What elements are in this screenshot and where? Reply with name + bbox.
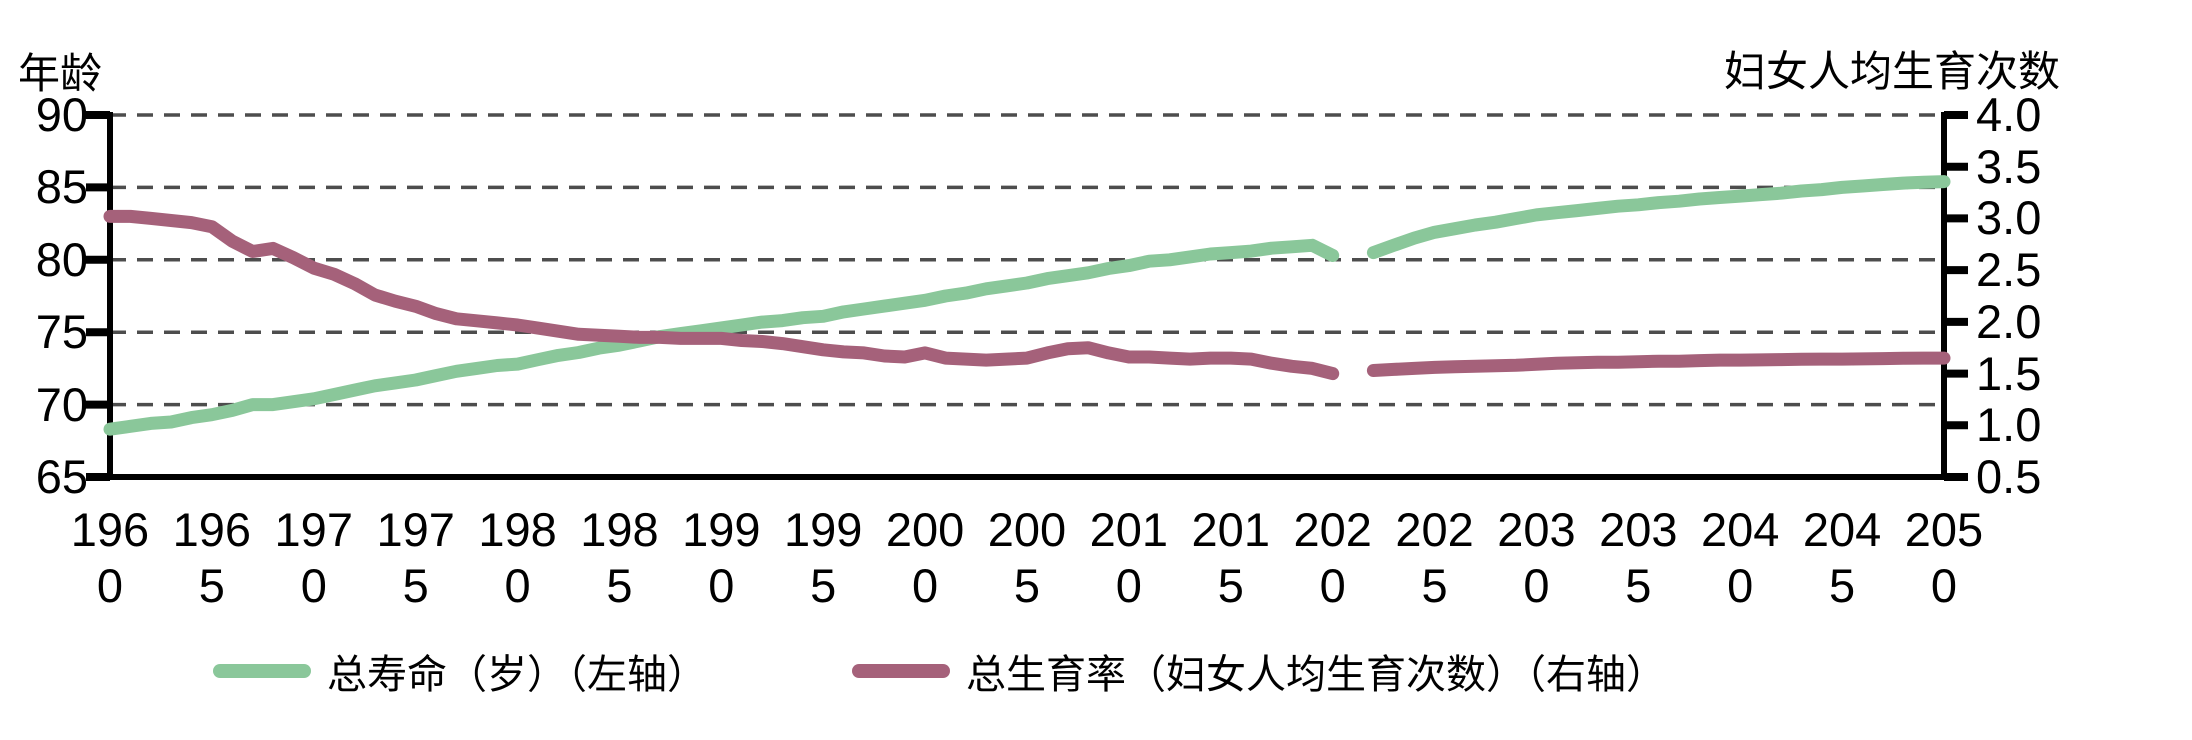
right-axis-tick-label: 0.5 xyxy=(1976,450,2042,503)
right-axis-tick-label: 1.0 xyxy=(1976,398,2042,452)
legend-swatch-life-expectancy xyxy=(213,664,311,678)
x-axis-tick-label: 204 5 xyxy=(1802,503,1882,612)
x-axis-tick-label: 203 0 xyxy=(1497,503,1576,612)
right-axis-title: 妇女人均生育次数 xyxy=(1723,47,2060,96)
right-axis-tick-label: 2.5 xyxy=(1976,243,2042,297)
left-axis-tick-label: 65 xyxy=(35,450,88,503)
x-axis-tick-label: 203 5 xyxy=(1599,503,1678,612)
right-axis-tick-label: 4.0 xyxy=(1976,88,2042,141)
x-axis-tick-label: 198 5 xyxy=(580,503,659,612)
left-axis-tick-label: 90 xyxy=(35,88,88,141)
x-axis-tick-label: 201 5 xyxy=(1191,503,1270,612)
legend-item-fertility-rate: 总生育率（妇女人均生育次数）（右轴） xyxy=(852,642,1666,700)
left-axis-tick-label: 80 xyxy=(35,232,88,286)
x-axis-tick-label: 196 0 xyxy=(70,503,150,612)
x-axis-tick-label: 198 0 xyxy=(478,503,557,612)
x-axis-tick-label: 201 0 xyxy=(1089,503,1169,612)
x-axis-tick-label: 197 5 xyxy=(376,503,455,612)
x-axis-tick-label: 202 5 xyxy=(1395,503,1474,612)
life-expectancy-line xyxy=(103,238,1340,436)
x-axis-tick-label: 200 0 xyxy=(885,503,965,612)
left-axis-tick-label: 70 xyxy=(35,377,88,431)
left-axis-title: 年龄 xyxy=(18,49,103,98)
right-axis-tick-label: 3.0 xyxy=(1976,191,2042,245)
right-axis-tick-label: 1.5 xyxy=(1976,346,2042,400)
fertility-rate-line xyxy=(1366,351,1951,377)
right-axis-tick-label: 2.0 xyxy=(1976,294,2042,348)
x-axis-tick-label: 199 5 xyxy=(784,503,863,612)
x-axis-tick-label: 202 0 xyxy=(1293,503,1372,612)
legend-swatch-fertility-rate xyxy=(852,664,950,678)
left-axis-tick-label: 85 xyxy=(35,160,88,214)
legend-item-life-expectancy: 总寿命（岁）（左轴） xyxy=(213,642,707,700)
x-axis-tick-label: 204 0 xyxy=(1701,503,1780,612)
chart-legend: 总寿命（岁）（左轴） 总生育率（妇女人均生育次数）（右轴） xyxy=(213,642,1666,700)
left-axis-tick-label: 75 xyxy=(35,305,88,359)
fertility-rate-line xyxy=(103,209,1340,381)
x-axis-tick-label: 200 5 xyxy=(987,503,1067,612)
x-axis-tick-label: 205 0 xyxy=(1904,503,1984,612)
legend-label-life-expectancy: 总寿命（岁）（左轴） xyxy=(327,652,707,698)
right-axis-tick-label: 3.5 xyxy=(1976,139,2042,193)
x-axis-tick-label: 199 0 xyxy=(682,503,761,612)
life-expectancy-line xyxy=(1366,175,1951,260)
x-axis-tick-label: 196 5 xyxy=(172,503,252,612)
legend-label-fertility-rate: 总生育率（妇女人均生育次数）（右轴） xyxy=(966,652,1666,698)
x-axis-tick-label: 197 0 xyxy=(274,503,353,612)
